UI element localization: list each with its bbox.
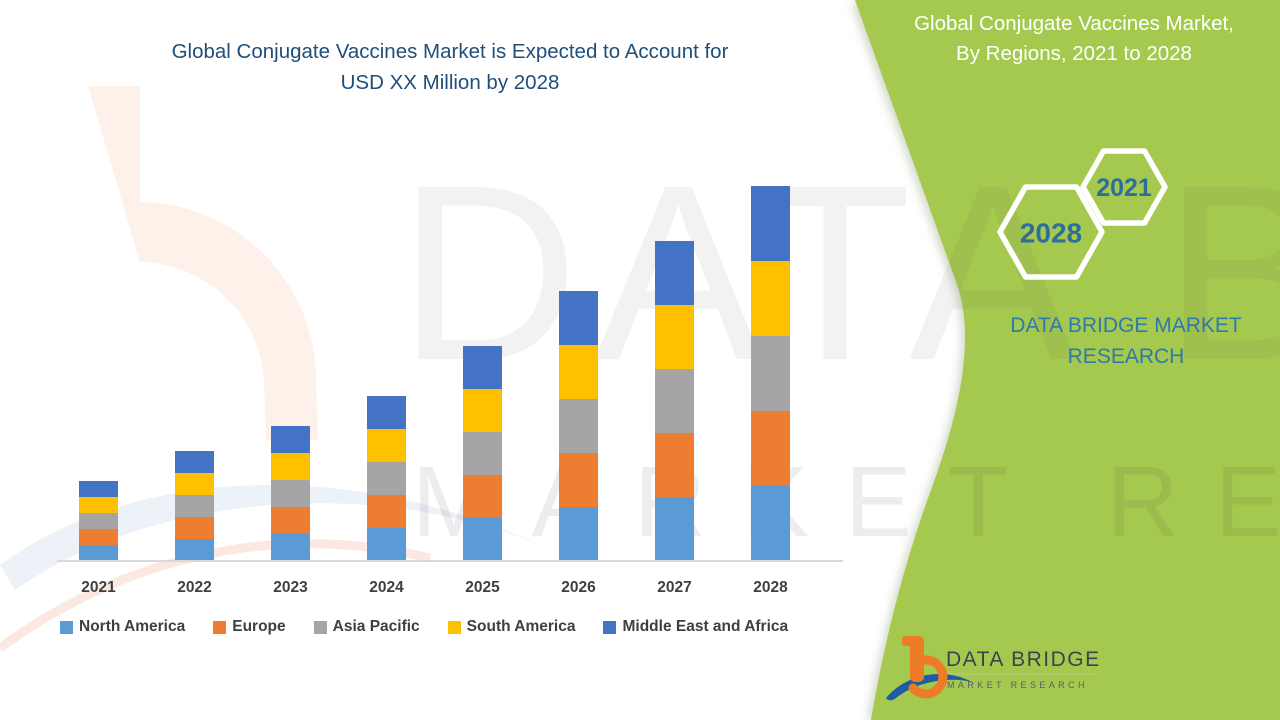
- legend-label: South America: [466, 618, 576, 635]
- panel-title: Global Conjugate Vaccines Market, By Reg…: [875, 9, 1273, 69]
- bar-segment-europe: [79, 529, 118, 545]
- chart-title-line2: USD XX Million by 2028: [340, 71, 560, 94]
- stacked-bar-2021: [79, 481, 118, 561]
- x-axis-label-2024: 2024: [369, 579, 404, 596]
- bar-segment-middle-east-and-africa: [751, 186, 790, 261]
- bar-segment-north-america: [751, 486, 790, 561]
- bar-segment-south-america: [559, 345, 598, 399]
- panel-brand-line2: RESEARCH: [1067, 345, 1185, 368]
- bar-segment-middle-east-and-africa: [271, 426, 310, 453]
- bar-segment-middle-east-and-africa: [559, 291, 598, 345]
- hexagon-2028-label: 2028: [1020, 218, 1082, 249]
- x-axis-label-2028: 2028: [753, 579, 788, 596]
- bar-segment-middle-east-and-africa: [367, 396, 406, 429]
- bar-segment-north-america: [367, 528, 406, 561]
- logo-b-bowl-icon: [908, 655, 948, 699]
- chart-title-line1: Global Conjugate Vaccines Market is Expe…: [171, 40, 729, 63]
- bar-segment-europe: [463, 475, 502, 518]
- chart-title: Global Conjugate Vaccines Market is Expe…: [70, 36, 830, 98]
- bar-segment-middle-east-and-africa: [655, 241, 694, 305]
- logo-b-stem-icon: [910, 636, 924, 682]
- bar-segment-south-america: [655, 305, 694, 369]
- stacked-bar-2026: [559, 291, 598, 561]
- logo-b-watermark: [88, 86, 318, 440]
- stacked-bar-2028: [751, 186, 790, 561]
- x-axis-label-2027: 2027: [657, 579, 692, 596]
- x-axis-label-2023: 2023: [273, 579, 308, 596]
- bar-segment-south-america: [751, 261, 790, 336]
- legend-item-asia-pacific: Asia Pacific: [313, 618, 420, 636]
- stacked-bar-2024: [367, 396, 406, 561]
- panel-brand-line1: DATA BRIDGE MARKET: [1010, 314, 1242, 337]
- bar-segment-south-america: [79, 497, 118, 513]
- bar-segment-europe: [175, 517, 214, 539]
- bar-segment-asia-pacific: [271, 480, 310, 507]
- bar-segment-middle-east-and-africa: [175, 451, 214, 473]
- bar-segment-europe: [559, 453, 598, 507]
- bar-segment-south-america: [175, 473, 214, 495]
- company-logo: DATA BRIDGE MARKET RESEARCH: [886, 636, 1101, 701]
- legend-item-north-america: North America: [60, 618, 185, 636]
- legend-marker-icon: [60, 620, 73, 634]
- bar-segment-north-america: [271, 534, 310, 561]
- bar-segment-north-america: [79, 545, 118, 561]
- legend-label: Asia Pacific: [332, 618, 420, 635]
- x-axis-label-2022: 2022: [177, 579, 212, 596]
- legend-marker-icon: [447, 620, 461, 634]
- hexagon-2021: [1080, 148, 1168, 226]
- logo-subtitle-text: MARKET RESEARCH: [947, 680, 1088, 690]
- bar-segment-middle-east-and-africa: [79, 481, 118, 497]
- stacked-bar-2022: [175, 451, 214, 561]
- bar-segment-asia-pacific: [79, 513, 118, 529]
- swoosh-watermark-blue: [0, 485, 540, 590]
- legend-marker-icon: [603, 620, 617, 634]
- bar-segment-asia-pacific: [655, 369, 694, 433]
- logo-swoosh-icon: [886, 674, 972, 701]
- chart-legend: North America Europe Asia Pacific South Ame…: [60, 618, 788, 636]
- panel-title-line2: By Regions, 2021 to 2028: [956, 42, 1192, 65]
- bar-segment-asia-pacific: [463, 432, 502, 475]
- legend-label: North America: [79, 618, 186, 635]
- legend-item-middle-east-and-africa: Middle East and Africa: [603, 618, 788, 636]
- stacked-bar-2027: [655, 241, 694, 561]
- legend-item-south-america: South America: [447, 618, 576, 636]
- bar-segment-south-america: [463, 389, 502, 432]
- x-axis-label-2021: 2021: [81, 579, 116, 596]
- bar-segment-middle-east-and-africa: [463, 346, 502, 389]
- stacked-bar-2025: [463, 346, 502, 561]
- bar-segment-south-america: [271, 453, 310, 480]
- stacked-bar-2023: [271, 426, 310, 561]
- legend-label: Middle East and Africa: [622, 618, 789, 635]
- bar-segment-south-america: [367, 429, 406, 462]
- bar-segment-north-america: [655, 497, 694, 561]
- x-axis-line: [57, 560, 843, 562]
- legend-label: Europe: [232, 618, 286, 635]
- bar-segment-asia-pacific: [559, 399, 598, 453]
- legend-item-europe: Europe: [213, 618, 286, 636]
- panel-title-line1: Global Conjugate Vaccines Market,: [914, 12, 1234, 35]
- bar-segment-asia-pacific: [751, 336, 790, 411]
- hexagon-2021-label: 2021: [1096, 174, 1152, 202]
- logo-name-text: DATA BRIDGE: [946, 648, 1101, 671]
- x-axis-label-2025: 2025: [465, 579, 500, 596]
- hexagon-2028: [997, 184, 1105, 280]
- hexagon-year-badges: 2028 2021: [997, 148, 1168, 280]
- bar-segment-asia-pacific: [175, 495, 214, 517]
- bar-segment-north-america: [559, 507, 598, 561]
- legend-marker-icon: [313, 620, 327, 634]
- bar-segment-europe: [751, 411, 790, 486]
- legend-marker-icon: [213, 620, 227, 634]
- bar-segment-europe: [655, 433, 694, 497]
- bar-segment-europe: [271, 507, 310, 534]
- bar-segment-north-america: [175, 539, 214, 561]
- bar-segment-north-america: [463, 518, 502, 561]
- bar-segment-asia-pacific: [367, 462, 406, 495]
- bar-segment-europe: [367, 495, 406, 528]
- panel-brand-text: DATA BRIDGE MARKET RESEARCH: [985, 310, 1267, 372]
- x-axis-label-2026: 2026: [561, 579, 596, 596]
